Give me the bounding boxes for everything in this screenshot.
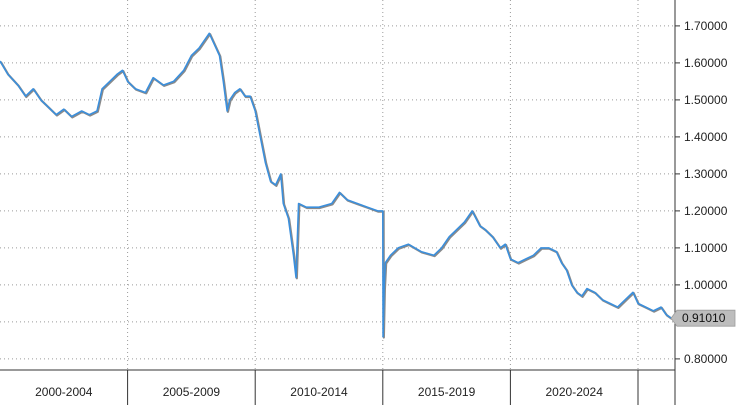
y-tick-label-4: 1.20000 <box>684 204 728 218</box>
x-axis-ticks: 2000-2004 2005-2009 2010-2014 2015-2019 2020… <box>35 385 603 399</box>
last-value-box <box>670 309 736 327</box>
y-tick-label-3: 1.10000 <box>684 241 728 255</box>
chart-series <box>0 32 673 339</box>
last-value-label: 0.91010 <box>682 311 726 325</box>
x-tick-label-4: 2020-2024 <box>546 385 604 399</box>
y-tick-label-5: 1.30000 <box>684 167 728 181</box>
y-tick-label-6: 1.40000 <box>684 130 728 144</box>
x-tick-label-3: 2015-2019 <box>418 385 476 399</box>
x-tick-label-1: 2005-2009 <box>163 385 221 399</box>
last-value-marker: 0.91010 <box>670 309 736 327</box>
x-tick-label-0: 2000-2004 <box>35 385 93 399</box>
x-tick-label-2: 2010-2014 <box>290 385 348 399</box>
y-tick-label-7: 1.50000 <box>684 93 728 107</box>
series-line-shadow <box>0 32 673 339</box>
series-line <box>0 32 672 338</box>
y-tick-label-2: 1.00000 <box>684 278 728 292</box>
y-tick-label-0: 0.80000 <box>684 352 728 366</box>
chart-grid <box>0 0 675 370</box>
y-tick-label-8: 1.60000 <box>684 56 728 70</box>
chart-axes <box>0 0 680 405</box>
y-tick-label-9: 1.70000 <box>684 19 728 33</box>
